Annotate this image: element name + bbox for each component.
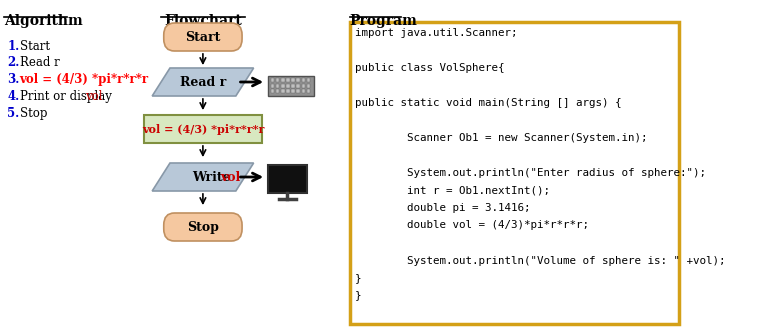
Text: Start: Start bbox=[185, 31, 220, 43]
Bar bbox=[306, 78, 310, 82]
Text: double vol = (4/3)*pi*r*r*r;: double vol = (4/3)*pi*r*r*r; bbox=[355, 220, 589, 230]
Bar bbox=[281, 78, 285, 82]
Text: 5.: 5. bbox=[7, 107, 19, 120]
FancyBboxPatch shape bbox=[164, 23, 242, 51]
Text: 1.: 1. bbox=[7, 40, 19, 53]
Bar bbox=[286, 84, 290, 88]
Bar bbox=[306, 89, 310, 93]
Bar bbox=[286, 78, 290, 82]
Bar bbox=[296, 84, 300, 88]
Bar bbox=[349, 22, 679, 324]
Text: 3.: 3. bbox=[7, 73, 19, 86]
Text: public static void main(String [] args) {: public static void main(String [] args) … bbox=[355, 98, 621, 108]
Text: Scanner Ob1 = new Scanner(System.in);: Scanner Ob1 = new Scanner(System.in); bbox=[355, 133, 647, 143]
Text: 2.: 2. bbox=[7, 56, 19, 69]
Bar bbox=[306, 84, 310, 88]
Bar bbox=[276, 84, 280, 88]
Bar bbox=[291, 89, 295, 93]
Bar bbox=[296, 89, 300, 93]
Bar bbox=[302, 89, 305, 93]
FancyBboxPatch shape bbox=[164, 213, 242, 241]
Text: }: } bbox=[355, 273, 362, 283]
Text: vol: vol bbox=[84, 90, 102, 103]
Bar bbox=[296, 78, 300, 82]
Bar bbox=[270, 84, 274, 88]
Text: vol = (4/3) *pi*r*r*r: vol = (4/3) *pi*r*r*r bbox=[142, 124, 264, 134]
Text: import java.util.Scanner;: import java.util.Scanner; bbox=[355, 28, 518, 38]
Text: Flowchart: Flowchart bbox=[164, 14, 242, 28]
Bar bbox=[286, 89, 290, 93]
Text: Read r: Read r bbox=[180, 75, 226, 89]
Bar bbox=[270, 89, 274, 93]
Text: int r = Ob1.nextInt();: int r = Ob1.nextInt(); bbox=[355, 186, 550, 196]
Text: Program: Program bbox=[349, 14, 418, 28]
Bar bbox=[144, 115, 262, 143]
Bar bbox=[276, 89, 280, 93]
Bar bbox=[291, 84, 295, 88]
Text: 4.: 4. bbox=[7, 90, 19, 103]
Text: Stop: Stop bbox=[187, 220, 219, 233]
Text: Write: Write bbox=[192, 171, 235, 184]
Text: System.out.println("Volume of sphere is: " +vol);: System.out.println("Volume of sphere is:… bbox=[355, 256, 726, 266]
Text: Print or display: Print or display bbox=[19, 90, 115, 103]
Text: public class VolSphere{: public class VolSphere{ bbox=[355, 63, 505, 73]
Polygon shape bbox=[152, 163, 253, 191]
Bar bbox=[281, 89, 285, 93]
Text: Stop: Stop bbox=[19, 107, 47, 120]
Bar bbox=[281, 84, 285, 88]
Bar bbox=[268, 76, 314, 96]
Bar bbox=[268, 165, 307, 193]
Text: Start: Start bbox=[19, 40, 50, 53]
Text: Read r: Read r bbox=[19, 56, 59, 69]
Text: vol: vol bbox=[220, 171, 241, 184]
Bar bbox=[302, 78, 305, 82]
Bar bbox=[276, 78, 280, 82]
Bar bbox=[270, 78, 274, 82]
Bar bbox=[291, 78, 295, 82]
Polygon shape bbox=[152, 68, 253, 96]
Text: Algorithm: Algorithm bbox=[5, 14, 83, 28]
Bar bbox=[302, 84, 305, 88]
Text: System.out.println("Enter radius of sphere:");: System.out.println("Enter radius of sphe… bbox=[355, 168, 706, 178]
Text: }: } bbox=[355, 290, 362, 300]
Text: double pi = 3.1416;: double pi = 3.1416; bbox=[355, 203, 531, 213]
Text: vol = (4/3) *pi*r*r*r: vol = (4/3) *pi*r*r*r bbox=[19, 73, 149, 86]
